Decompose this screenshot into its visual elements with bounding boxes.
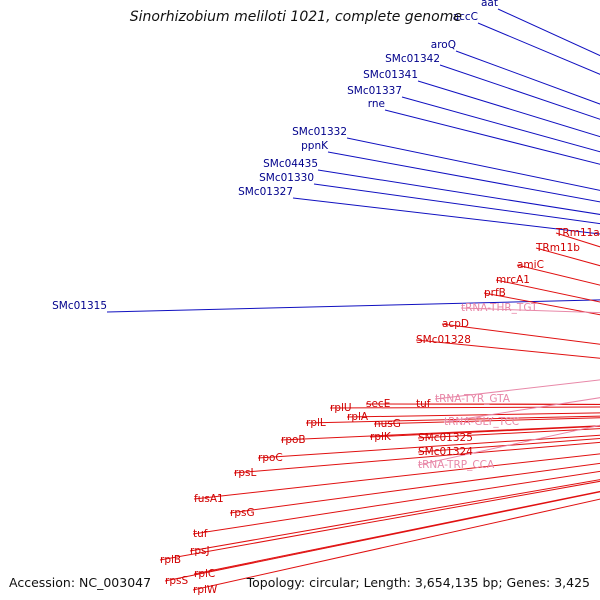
label-leader-line — [555, 232, 600, 248]
label-leader-line — [417, 438, 600, 453]
gene-label: nusG — [374, 418, 401, 430]
gene-label: acpD — [442, 318, 469, 330]
label-leader-line — [439, 64, 600, 120]
accession-text: Accession: NC_003047 — [9, 575, 152, 590]
gene-label: SMc01325 — [418, 432, 473, 444]
gene-label: rplL — [306, 417, 326, 429]
label-leader-line — [443, 397, 600, 423]
label-leader-line — [292, 197, 600, 235]
label-leader-line — [460, 307, 600, 314]
label-leader-line — [455, 50, 600, 105]
gene-label: rpsG — [230, 507, 255, 519]
trna-label: tRNA-TRP_CCA — [418, 459, 495, 471]
label-leader-line — [417, 80, 600, 138]
gene-label: rplB — [160, 554, 181, 566]
gene-label: SMc01328 — [416, 334, 471, 346]
label-leader-line — [106, 299, 600, 313]
gene-label: SMc01315 — [52, 300, 107, 312]
label-leader-line — [229, 462, 600, 514]
gene-label: prfB — [484, 287, 506, 299]
topology-text: Topology: circular; Length: 3,654,135 bp… — [246, 575, 590, 590]
label-leader-line — [192, 470, 600, 535]
gene-label: aat — [481, 0, 498, 9]
genome-title: Sinorhizobium meliloti 1021, complete ge… — [129, 9, 462, 25]
label-leader-line — [384, 109, 600, 165]
label-leader-line — [193, 453, 600, 500]
gene-label: SMc04435 — [263, 158, 318, 170]
gene-label: SMc01327 — [238, 186, 293, 198]
gene-label: fusA1 — [194, 493, 224, 505]
label-leader-line — [369, 425, 600, 438]
gene-label: rpsJ — [190, 545, 210, 557]
label-leader-line — [193, 490, 600, 575]
gene-label: rplW — [193, 584, 218, 596]
label-leader-line — [497, 8, 600, 57]
label-leader-line — [159, 480, 600, 561]
label-leader-line — [280, 425, 600, 441]
gene-label: SMc01332 — [292, 126, 347, 138]
label-leader-line — [313, 183, 600, 225]
label-leaders-layer — [106, 8, 600, 591]
label-leader-line — [305, 415, 600, 424]
gene-label: rpoC — [258, 452, 283, 464]
label-leader-line — [317, 169, 600, 215]
gene-label: TRm11b — [535, 242, 580, 254]
gene-label: rpsL — [234, 467, 256, 479]
gene-label: tuf — [193, 528, 208, 540]
label-leader-line — [257, 434, 600, 459]
gene-label: SMc01324 — [418, 446, 473, 458]
gene-label: rplK — [370, 431, 392, 443]
label-leader-line — [189, 479, 600, 552]
gene-label: tuf — [416, 398, 431, 410]
gene-label: rplU — [330, 402, 352, 414]
label-leader-line — [346, 137, 600, 191]
gene-label: accC — [453, 11, 478, 23]
gene-label: ppnK — [301, 140, 329, 152]
gene-label: secE — [366, 398, 390, 410]
gene-label: aroQ — [431, 39, 456, 51]
gene-label: rne — [368, 98, 385, 110]
label-leader-line — [373, 417, 600, 425]
label-leader-line — [327, 151, 600, 203]
label-leader-line — [434, 379, 600, 400]
gene-label: mrcA1 — [496, 274, 530, 286]
label-leader-line — [329, 406, 600, 409]
gene-label: SMc01341 — [363, 69, 418, 81]
gene-label: rpoB — [281, 434, 306, 446]
gene-label: SMc01342 — [385, 53, 440, 65]
gene-label: rplA — [347, 411, 369, 423]
gene-label: amiC — [517, 259, 544, 271]
label-leader-line — [483, 292, 600, 316]
label-leader-line — [365, 403, 600, 405]
label-leader-line — [346, 412, 600, 418]
gene-label: SMc01337 — [347, 85, 402, 97]
gene-label: TRm11a — [555, 227, 600, 239]
label-leader-line — [192, 498, 600, 591]
label-leader-line — [417, 428, 600, 439]
label-leader-line — [415, 339, 600, 359]
gene-label: rpsS — [165, 575, 188, 587]
label-leader-line — [164, 491, 600, 582]
trna-label: tRNA-GLY_TCC — [444, 416, 519, 428]
label-leader-line — [441, 323, 600, 345]
gene-label: rplC — [194, 568, 215, 580]
trna-label: tRNA-TYR_GTA — [435, 393, 511, 405]
trna-label: tRNA-THR_TGT — [461, 302, 538, 314]
label-leader-line — [417, 424, 600, 466]
label-leader-line — [495, 279, 600, 303]
label-leader-line — [233, 441, 600, 474]
label-leader-line — [477, 22, 600, 75]
gene-label: SMc01330 — [259, 172, 314, 184]
label-leader-line — [401, 96, 600, 153]
